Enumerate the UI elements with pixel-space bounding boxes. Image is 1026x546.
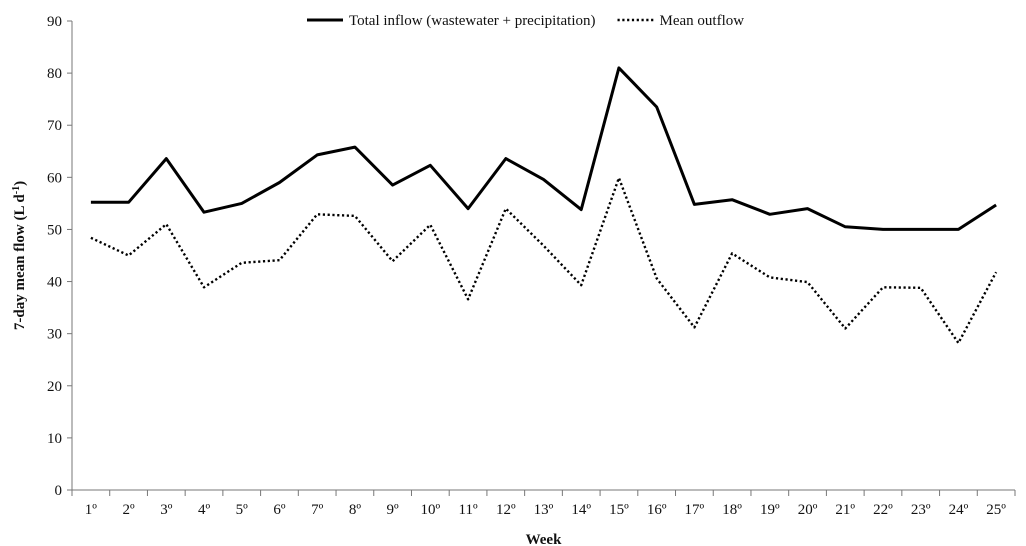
plot-area — [90, 66, 998, 345]
legend-label: Mean outflow — [660, 13, 745, 29]
x-tick-label: 23º — [911, 502, 931, 518]
x-tick-label: 9º — [387, 502, 400, 518]
legend-label: Total inflow (wastewater + precipitation… — [349, 13, 596, 29]
x-tick-label: 15º — [609, 502, 629, 518]
x-tick-label: 22º — [873, 502, 893, 518]
y-tick-label: 60 — [47, 170, 62, 186]
y-tick-label: 40 — [47, 275, 62, 291]
x-tick-label: 20º — [798, 502, 818, 518]
x-tick-label: 5º — [236, 502, 249, 518]
x-tick-label: 13º — [534, 502, 554, 518]
series-line-total-inflow — [90, 66, 997, 231]
x-tick-label: 18º — [722, 502, 742, 518]
series-line-mean-outflow — [90, 176, 998, 345]
x-tick-label: 17º — [685, 502, 705, 518]
x-axis: 1º 2º 3º 4º 5º 6º 7º 8º 9º 10º 11º 12º 13º 14º 15º 16º 1… — [71, 489, 1016, 518]
y-tick-label: 90 — [47, 14, 62, 30]
x-tick-label: 2º — [123, 502, 136, 518]
x-tick-label: 14º — [571, 502, 591, 518]
x-tick-label: 1º — [85, 502, 98, 518]
x-tick-label: 7º — [311, 502, 324, 518]
legend: Total inflow (wastewater + precipitation… — [307, 13, 744, 29]
y-tick-label: 10 — [47, 431, 62, 447]
x-tick-label: 10º — [421, 502, 441, 518]
x-tick-label: 6º — [273, 502, 286, 518]
y-axis-title-superscript: -1 — [11, 186, 22, 194]
x-tick-label: 21º — [835, 502, 855, 518]
x-tick-label: 3º — [160, 502, 173, 518]
x-tick-label: 11º — [459, 502, 478, 518]
y-tick-label: 30 — [47, 327, 62, 343]
x-tick-label: 8º — [349, 502, 362, 518]
y-tick-label: 80 — [47, 66, 62, 82]
x-tick-label: 19º — [760, 502, 780, 518]
x-tick-label: 16º — [647, 502, 667, 518]
y-axis-title-main: 7-day mean flow (L d — [12, 194, 28, 331]
x-tick-label: 25º — [986, 502, 1006, 518]
y-axis-title-suffix: ) — [12, 181, 28, 186]
x-tick-label: 12º — [496, 502, 516, 518]
y-axis-title: 7-day mean flow (L d-1) — [11, 181, 29, 330]
y-tick-label: 70 — [47, 118, 62, 134]
y-axis: 0 10 20 30 40 50 60 70 80 90 — [47, 14, 73, 499]
x-axis-title: Week — [526, 532, 562, 546]
y-tick-label: 50 — [47, 222, 62, 238]
x-tick-label: 4º — [198, 502, 211, 518]
y-tick-label: 20 — [47, 379, 62, 395]
x-tick-label: 24º — [949, 502, 969, 518]
y-tick-label: 0 — [55, 483, 63, 499]
